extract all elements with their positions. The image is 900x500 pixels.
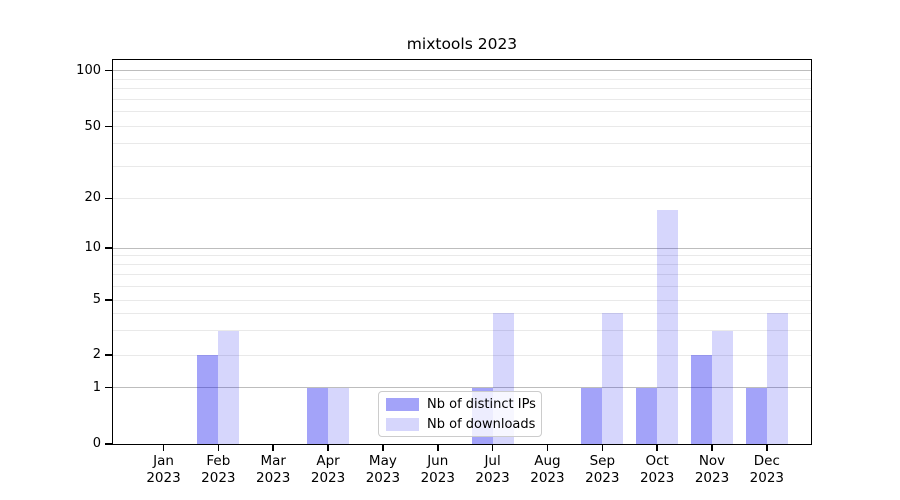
bar-distinct-ips-sep bbox=[581, 387, 603, 444]
legend-label-downloads: Nb of downloads bbox=[427, 416, 536, 432]
y-tick-mark bbox=[105, 386, 112, 389]
bar-distinct-ips-oct bbox=[636, 387, 658, 444]
y-tick-mark bbox=[105, 197, 112, 200]
gridline-minor bbox=[113, 111, 811, 113]
x-tick-label-jul: Jul 2023 bbox=[475, 453, 510, 486]
x-tick-label-oct: Oct 2023 bbox=[639, 453, 675, 486]
gridline-minor bbox=[113, 354, 811, 356]
x-tick-mark bbox=[327, 445, 329, 451]
y-tick-mark bbox=[105, 125, 112, 128]
x-tick-mark bbox=[382, 445, 384, 451]
x-tick-label-aug: Aug 2023 bbox=[530, 453, 565, 486]
bar-downloads-dec bbox=[766, 313, 788, 444]
x-tick-label-sep: Sep 2023 bbox=[585, 453, 620, 486]
bar-downloads-oct bbox=[657, 209, 679, 444]
x-tick-mark bbox=[272, 445, 274, 451]
y-tick-label: 0 bbox=[92, 436, 101, 451]
bar-distinct-ips-feb bbox=[197, 355, 219, 444]
x-tick-label-dec: Dec 2023 bbox=[749, 453, 785, 486]
chart-title: mixtools 2023 bbox=[406, 35, 518, 53]
bar-downloads-nov bbox=[712, 330, 733, 444]
bar-downloads-sep bbox=[602, 313, 624, 444]
gridline-minor bbox=[113, 299, 811, 301]
bar-distinct-ips-apr bbox=[307, 387, 329, 444]
legend-item-downloads: Nb of downloads bbox=[386, 416, 536, 432]
legend: Nb of distinct IPs Nb of downloads bbox=[378, 391, 542, 437]
y-tick-label: 20 bbox=[84, 190, 101, 206]
y-tick-mark bbox=[105, 443, 112, 445]
gridline-minor bbox=[113, 255, 811, 257]
gridline-minor bbox=[113, 312, 811, 314]
legend-item-distinct-ips: Nb of distinct IPs bbox=[386, 396, 536, 412]
x-tick-label-mar: Mar 2023 bbox=[256, 453, 291, 486]
y-tick-mark bbox=[105, 354, 112, 356]
plot-area bbox=[113, 60, 811, 444]
gridline-minor bbox=[113, 197, 811, 199]
bar-downloads-apr bbox=[328, 387, 350, 444]
gridline-minor bbox=[113, 126, 811, 127]
y-tick-label: 1 bbox=[92, 379, 101, 395]
x-tick-mark bbox=[217, 445, 220, 451]
y-tick-label: 50 bbox=[84, 118, 101, 134]
gridline-minor bbox=[113, 166, 811, 168]
x-tick-mark bbox=[766, 445, 768, 451]
gridline-major bbox=[113, 387, 811, 388]
x-tick-label-feb: Feb 2023 bbox=[201, 453, 236, 486]
y-tick-mark bbox=[105, 247, 112, 249]
legend-swatch-distinct-ips bbox=[386, 397, 419, 411]
gridline-major bbox=[113, 70, 811, 71]
gridline-minor bbox=[113, 78, 811, 80]
x-tick-label-may: May 2023 bbox=[365, 453, 401, 486]
gridline-minor bbox=[113, 330, 811, 332]
x-tick-mark bbox=[491, 445, 494, 451]
legend-label-distinct-ips: Nb of distinct IPs bbox=[427, 396, 536, 412]
y-tick-label: 2 bbox=[92, 347, 101, 362]
legend-swatch-downloads bbox=[386, 417, 419, 431]
x-tick-label-jun: Jun 2023 bbox=[420, 453, 455, 486]
x-tick-mark bbox=[711, 445, 713, 451]
x-tick-mark bbox=[601, 445, 604, 451]
gridline-minor bbox=[113, 88, 811, 90]
y-tick-label: 100 bbox=[76, 62, 101, 78]
y-tick-mark bbox=[105, 299, 112, 301]
x-tick-label-apr: Apr 2023 bbox=[310, 453, 346, 486]
gridline-minor bbox=[113, 264, 811, 266]
bar-downloads-feb bbox=[218, 330, 240, 444]
gridline-minor bbox=[113, 98, 811, 100]
bar-distinct-ips-dec bbox=[745, 387, 767, 444]
y-tick-label: 5 bbox=[92, 292, 101, 307]
x-tick-mark bbox=[546, 445, 549, 451]
gridline-minor bbox=[113, 143, 811, 145]
x-tick-mark bbox=[437, 445, 439, 451]
x-tick-mark bbox=[656, 445, 658, 451]
x-tick-mark bbox=[162, 445, 165, 451]
gridline-minor bbox=[113, 274, 811, 276]
gridline-major bbox=[113, 247, 811, 249]
y-tick-label: 10 bbox=[84, 240, 101, 255]
x-tick-label-jan: Jan 2023 bbox=[146, 453, 181, 486]
bar-distinct-ips-nov bbox=[691, 355, 712, 444]
y-tick-mark bbox=[105, 69, 112, 72]
x-tick-label-nov: Nov 2023 bbox=[694, 453, 730, 486]
gridline-minor bbox=[113, 285, 811, 287]
